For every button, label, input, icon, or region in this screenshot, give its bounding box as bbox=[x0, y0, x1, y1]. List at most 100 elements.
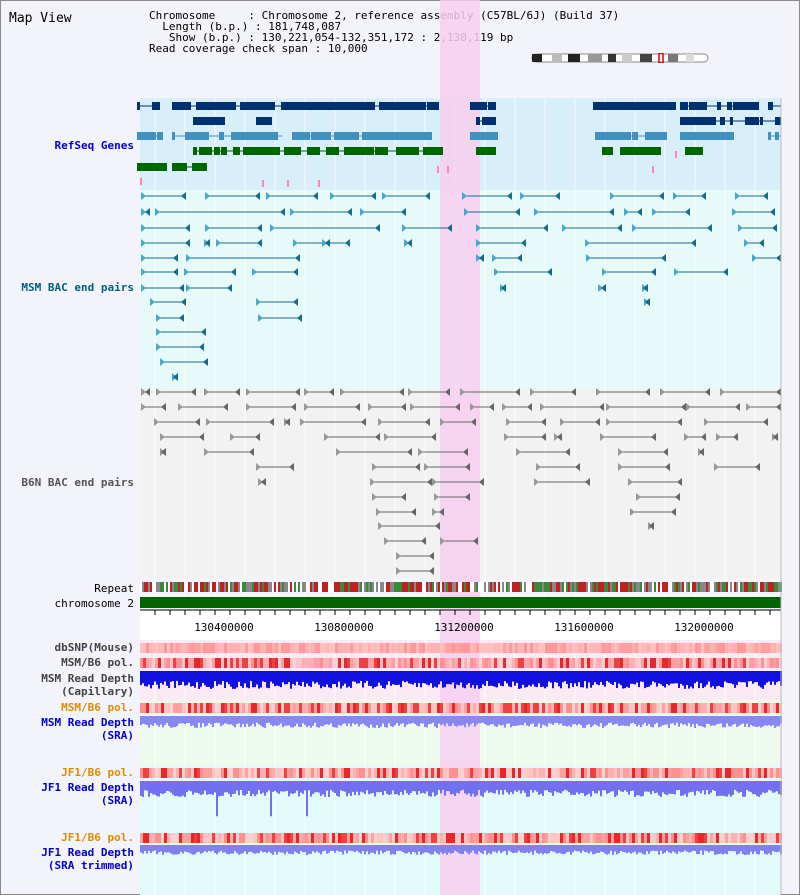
msm-sra-depth-bar bbox=[652, 716, 654, 728]
msm-pol-heat-cell bbox=[497, 658, 500, 668]
jf1-pol-heat-cell bbox=[470, 768, 473, 778]
msm-bac-end bbox=[691, 239, 696, 247]
msm-bac-end bbox=[401, 208, 406, 216]
jf1-pol-heat-cell bbox=[653, 833, 656, 843]
chromosome-bar bbox=[140, 597, 781, 608]
repeat-element bbox=[420, 582, 422, 592]
dbsnp-heat-cell bbox=[233, 643, 236, 653]
msm-cap-depth-bar bbox=[526, 671, 528, 688]
msm-bac-end bbox=[732, 208, 737, 216]
msm-cap-depth-bar bbox=[514, 671, 516, 686]
dbsnp-heat-cell bbox=[671, 643, 674, 653]
msm-pol-heat-cell bbox=[218, 703, 221, 713]
msm-pol-heat-cell bbox=[515, 703, 518, 713]
msm-cap-depth-bar bbox=[148, 671, 150, 685]
jf1-pol-heat-cell bbox=[233, 768, 236, 778]
dbsnp-heat-cell bbox=[656, 643, 659, 653]
msm-sra-depth-bar bbox=[586, 716, 588, 726]
msm-sra-depth-bar bbox=[528, 716, 530, 727]
msm-pol-heat-cell bbox=[593, 658, 596, 668]
repeat-element bbox=[670, 582, 672, 592]
dbsnp-heat-cell bbox=[161, 643, 164, 653]
repeat-element bbox=[614, 582, 616, 592]
msm-pol-heat-cell bbox=[194, 658, 197, 668]
msm-pol-heat-cell bbox=[482, 703, 485, 713]
msm-sra-depth-bar bbox=[214, 716, 216, 724]
msm-sra-depth-bar bbox=[152, 716, 154, 726]
jf1-pol-heat-cell bbox=[566, 768, 569, 778]
jf1-sra-depth-bar bbox=[600, 781, 602, 797]
jf1-pol-heat-cell bbox=[278, 833, 281, 843]
chromosome-ideogram[interactable] bbox=[530, 53, 712, 63]
jf1-sra-depth-bar bbox=[370, 781, 372, 794]
repeat-element bbox=[662, 582, 664, 592]
b6n-bac-end bbox=[686, 403, 691, 411]
jf1-sra-depth-bar bbox=[262, 781, 264, 793]
repeat-element bbox=[538, 582, 540, 592]
msm-cap-depth-bar bbox=[162, 671, 164, 685]
msm-cap-depth-bar bbox=[634, 671, 636, 685]
msm-cap-depth-bar bbox=[756, 671, 758, 683]
jf1-trim-depth-bar bbox=[722, 845, 724, 855]
jf1-trim-depth-bar bbox=[214, 845, 216, 854]
msm-sra-depth-bar bbox=[182, 716, 184, 724]
msm-sra-depth-bar bbox=[556, 716, 558, 723]
gene-marker bbox=[287, 180, 289, 187]
msm-cap-depth-bar bbox=[504, 671, 506, 682]
msm-pol-heat-cell bbox=[602, 703, 605, 713]
jf1-pol-heat-cell bbox=[758, 768, 761, 778]
msm-pol-heat-cell bbox=[659, 703, 662, 713]
repeat-element bbox=[546, 582, 548, 592]
dbsnp-heat-cell bbox=[635, 643, 638, 653]
msm-pol-heat-cell bbox=[164, 658, 167, 668]
b6n-bac-end bbox=[575, 463, 580, 471]
msm-sra-depth-bar bbox=[738, 716, 740, 726]
gene-exon bbox=[416, 132, 432, 140]
msm-cap-depth-bar bbox=[152, 671, 154, 686]
msm-bac-end bbox=[643, 284, 648, 292]
jf1-trim-depth-bar bbox=[476, 845, 478, 855]
jf1-pol-heat-cell bbox=[671, 768, 674, 778]
jf1-trim-depth-bar bbox=[736, 845, 738, 855]
jf1-sra-depth-bar bbox=[598, 781, 600, 791]
gene-exon bbox=[375, 147, 385, 155]
jf1-pol-heat-cell bbox=[512, 833, 515, 843]
msm-bac-end bbox=[610, 192, 615, 200]
msm-sra-depth-bar bbox=[358, 716, 360, 727]
repeat-element bbox=[316, 582, 318, 592]
jf1-sra-depth-bar bbox=[304, 781, 306, 791]
jf1-trim-depth-bar bbox=[640, 845, 642, 853]
gene-exon bbox=[706, 132, 722, 140]
repeat-element bbox=[608, 582, 610, 592]
msm-cap-depth-bar bbox=[734, 671, 736, 688]
repeat-element bbox=[470, 582, 472, 592]
gene-exon bbox=[730, 117, 733, 125]
repeat-element bbox=[540, 582, 542, 592]
jf1-trim-depth-bar bbox=[224, 845, 226, 853]
jf1-pol-heat-cell bbox=[416, 768, 419, 778]
gene-exon bbox=[655, 102, 670, 110]
msm-pol-heat-cell bbox=[545, 703, 548, 713]
jf1-pol-heat-cell bbox=[692, 833, 695, 843]
msm-sra-depth-bar bbox=[680, 716, 682, 724]
msm-cap-depth-bar bbox=[198, 671, 200, 689]
b6n-bac-end bbox=[502, 403, 507, 411]
msm-pol-heat-cell bbox=[236, 703, 239, 713]
msm-pol-heat-cell bbox=[485, 703, 488, 713]
jf1-pol-heat-cell bbox=[500, 768, 503, 778]
gene-exon bbox=[286, 102, 300, 110]
repeat-element bbox=[198, 582, 200, 592]
jf1-sra-depth-bar bbox=[350, 781, 352, 796]
msm-pol-heat-cell bbox=[245, 658, 248, 668]
dbsnp-heat-cell bbox=[503, 643, 506, 653]
msm-pol-heat-cell bbox=[248, 658, 251, 668]
b6n-bac-end bbox=[285, 418, 290, 426]
jf1-pol-heat-cell bbox=[401, 833, 404, 843]
msm-bac-end bbox=[673, 192, 678, 200]
b6n-bac-end bbox=[534, 478, 539, 486]
msm-pol-heat-cell bbox=[254, 703, 257, 713]
msm-sra-depth-bar bbox=[142, 716, 144, 724]
jf1-sra-depth-bar bbox=[150, 781, 152, 794]
msm-sra-depth-bar bbox=[626, 716, 628, 726]
